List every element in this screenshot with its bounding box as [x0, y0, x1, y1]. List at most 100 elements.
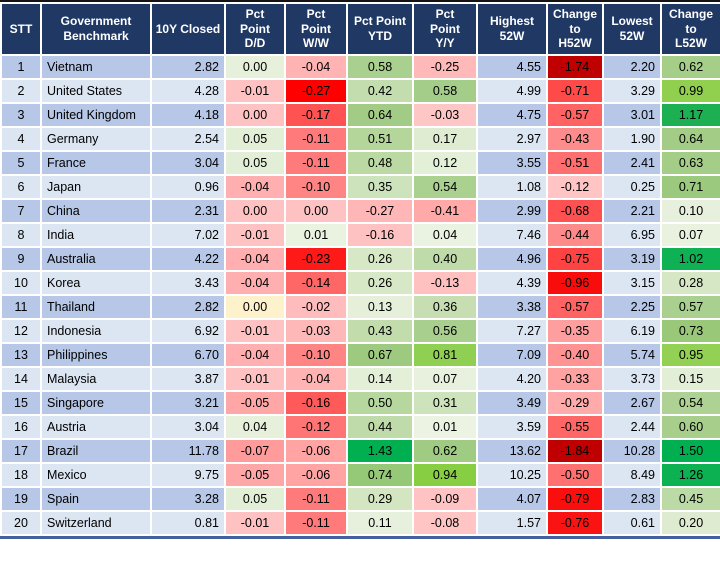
cell-closed: 7.02	[150, 222, 226, 248]
cell-low: 0.25	[602, 174, 662, 200]
table-row: 13 Philippines 6.70 -0.04 -0.10 0.67 0.81 7.09-…	[0, 342, 720, 368]
cell-yy: 0.36	[412, 294, 478, 320]
cell-high: 4.75	[476, 102, 548, 128]
cell-chg_h: -0.51	[546, 150, 604, 176]
cell-closed: 2.82	[150, 294, 226, 320]
cell-stt: 8	[0, 222, 42, 248]
cell-high: 3.55	[476, 150, 548, 176]
cell-chg_h: -0.43	[546, 126, 604, 152]
cell-chg_h: -0.44	[546, 222, 604, 248]
cell-ytd: 0.29	[346, 486, 414, 512]
cell-yy: -0.25	[412, 54, 478, 80]
cell-dd: 0.00	[224, 54, 286, 80]
cell-dd: 0.05	[224, 486, 286, 512]
cell-chg_h: -0.76	[546, 510, 604, 536]
cell-ytd: 0.50	[346, 390, 414, 416]
cell-high: 7.46	[476, 222, 548, 248]
cell-chg_h: -0.71	[546, 78, 604, 104]
cell-country: Indonesia	[40, 318, 152, 344]
cell-chg_h: -0.79	[546, 486, 604, 512]
cell-low: 5.74	[602, 342, 662, 368]
col-header-closed: 10Y Closed	[150, 2, 226, 56]
cell-closed: 11.78	[150, 438, 226, 464]
cell-chg_l: 0.45	[660, 486, 720, 512]
cell-country: Australia	[40, 246, 152, 272]
benchmark-yield-table: STT Government Benchmark 10Y Closed Pct Poi…	[0, 2, 720, 536]
cell-yy: 0.62	[412, 438, 478, 464]
cell-yy: 0.94	[412, 462, 478, 488]
cell-low: 3.19	[602, 246, 662, 272]
col-header-yy: Pct Point Y/Y	[412, 2, 478, 56]
cell-closed: 4.28	[150, 78, 226, 104]
cell-low: 10.28	[602, 438, 662, 464]
cell-stt: 13	[0, 342, 42, 368]
cell-low: 3.15	[602, 270, 662, 296]
cell-ww: -0.03	[284, 318, 348, 344]
cell-chg_h: -0.75	[546, 246, 604, 272]
cell-closed: 3.21	[150, 390, 226, 416]
cell-stt: 1	[0, 54, 42, 80]
cell-closed: 2.82	[150, 54, 226, 80]
cell-stt: 15	[0, 390, 42, 416]
cell-high: 1.08	[476, 174, 548, 200]
cell-high: 13.62	[476, 438, 548, 464]
cell-yy: 0.01	[412, 414, 478, 440]
cell-dd: -0.05	[224, 390, 286, 416]
cell-ww: -0.27	[284, 78, 348, 104]
cell-chg_l: 1.50	[660, 438, 720, 464]
cell-country: France	[40, 150, 152, 176]
cell-chg_l: 0.63	[660, 150, 720, 176]
cell-high: 7.09	[476, 342, 548, 368]
cell-low: 3.73	[602, 366, 662, 392]
col-header-ww: Pct Point W/W	[284, 2, 348, 56]
cell-dd: -0.01	[224, 318, 286, 344]
cell-high: 4.96	[476, 246, 548, 272]
cell-low: 3.01	[602, 102, 662, 128]
cell-country: Singapore	[40, 390, 152, 416]
cell-stt: 18	[0, 462, 42, 488]
cell-ytd: 0.26	[346, 270, 414, 296]
table-header: STT Government Benchmark 10Y Closed Pct Poi…	[0, 2, 720, 56]
cell-country: China	[40, 198, 152, 224]
cell-ww: 0.00	[284, 198, 348, 224]
cell-closed: 3.04	[150, 150, 226, 176]
cell-stt: 4	[0, 126, 42, 152]
cell-yy: 0.40	[412, 246, 478, 272]
cell-chg_h: -0.96	[546, 270, 604, 296]
cell-stt: 7	[0, 198, 42, 224]
cell-yy: 0.54	[412, 174, 478, 200]
cell-country: Switzerland	[40, 510, 152, 536]
cell-dd: 0.05	[224, 126, 286, 152]
cell-ww: -0.17	[284, 102, 348, 128]
cell-country: Austria	[40, 414, 152, 440]
cell-chg_l: 0.15	[660, 366, 720, 392]
cell-low: 2.41	[602, 150, 662, 176]
cell-country: Thailand	[40, 294, 152, 320]
cell-chg_l: 0.20	[660, 510, 720, 536]
cell-ww: -0.06	[284, 438, 348, 464]
cell-chg_l: 0.71	[660, 174, 720, 200]
cell-closed: 9.75	[150, 462, 226, 488]
cell-closed: 3.87	[150, 366, 226, 392]
cell-chg_l: 1.02	[660, 246, 720, 272]
cell-ww: -0.10	[284, 174, 348, 200]
cell-low: 2.20	[602, 54, 662, 80]
cell-ytd: 0.74	[346, 462, 414, 488]
cell-ww: -0.11	[284, 126, 348, 152]
cell-dd: 0.00	[224, 294, 286, 320]
cell-chg_l: 0.73	[660, 318, 720, 344]
cell-chg_l: 0.60	[660, 414, 720, 440]
table-row: 9 Australia 4.22 -0.04 -0.23 0.26 0.40 4.96 -0.7…	[0, 246, 720, 272]
cell-yy: 0.81	[412, 342, 478, 368]
cell-country: India	[40, 222, 152, 248]
cell-low: 8.49	[602, 462, 662, 488]
table-row: 11 Thailand 2.82 0.00 -0.02 0.13 0.36 3.38 -0.57…	[0, 294, 720, 320]
cell-yy: -0.08	[412, 510, 478, 536]
cell-dd: -0.05	[224, 462, 286, 488]
cell-stt: 2	[0, 78, 42, 104]
cell-low: 2.21	[602, 198, 662, 224]
cell-ytd: 0.67	[346, 342, 414, 368]
cell-ww: -0.16	[284, 390, 348, 416]
cell-closed: 4.22	[150, 246, 226, 272]
table-row: 2 United States 4.28 -0.01 -0.27 0.42 0.58 4.99…	[0, 78, 720, 104]
